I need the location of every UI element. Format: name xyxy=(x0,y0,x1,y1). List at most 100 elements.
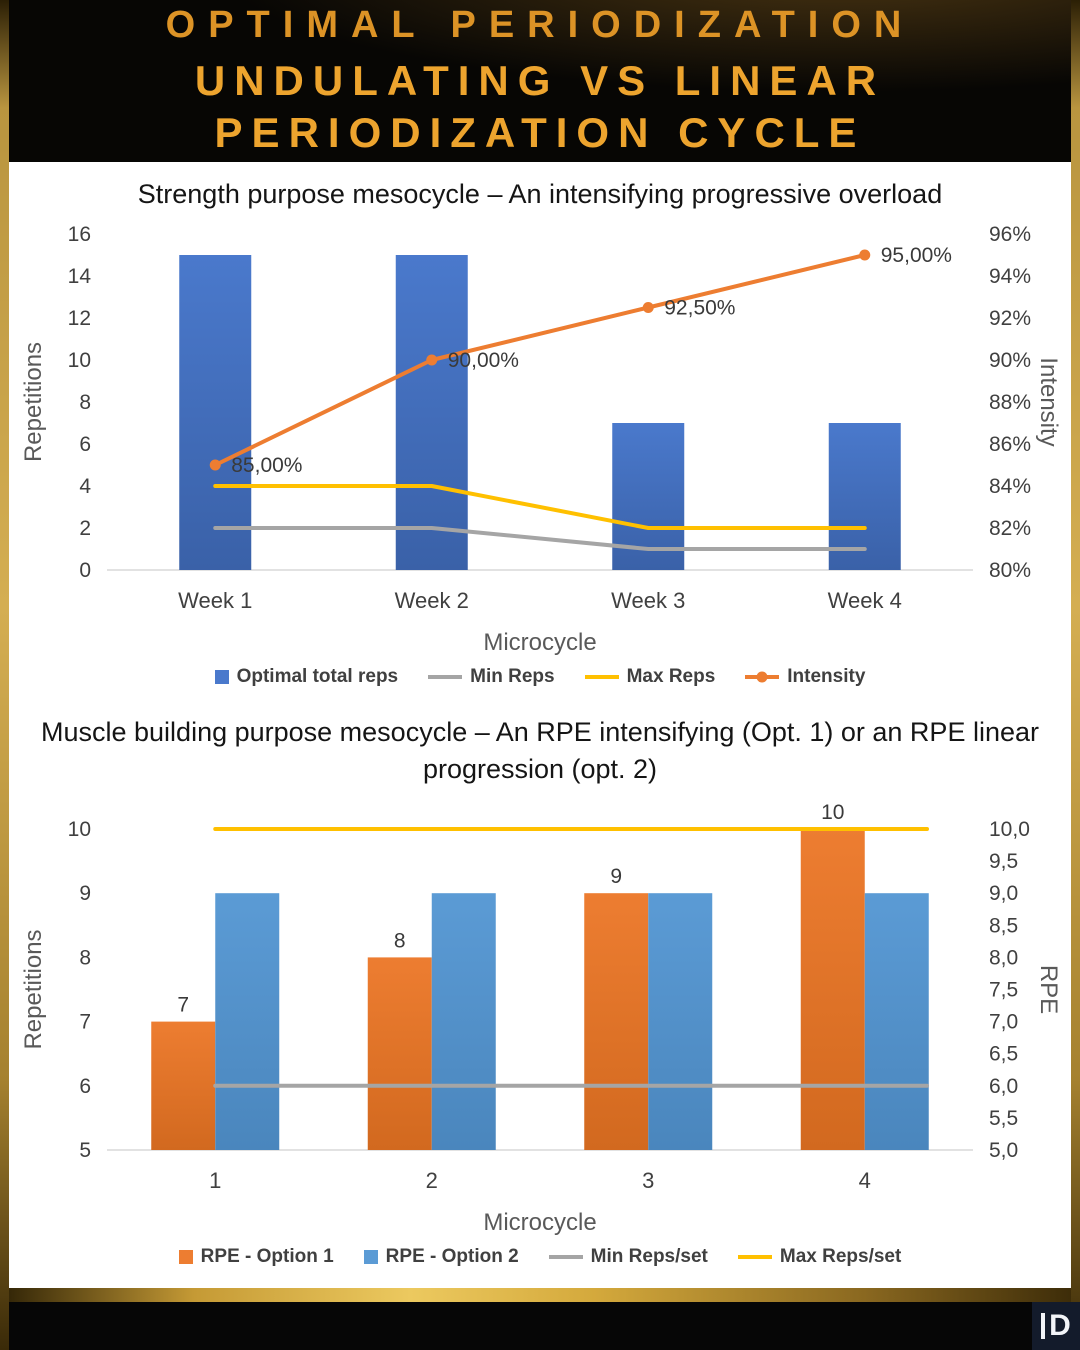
y-tick-right: 80% xyxy=(989,559,1031,582)
bar-data-label: 8 xyxy=(394,930,406,953)
bar xyxy=(431,893,496,1151)
line-marker xyxy=(642,302,654,314)
y-tick-right: 6,5 xyxy=(989,1043,1018,1066)
legend-label: Intensity xyxy=(787,666,866,688)
muscle-chart-section: Muscle building purpose mesocycle – An R… xyxy=(0,692,1080,1272)
y-tick-left: 10 xyxy=(68,349,91,372)
x-category-label: 4 xyxy=(859,1168,871,1193)
x-category-label: Week 4 xyxy=(828,588,902,613)
legend-marker-dot-icon xyxy=(756,671,768,683)
y-tick-right: 9,5 xyxy=(989,850,1018,873)
y-tick-left: 6 xyxy=(79,433,91,456)
bar xyxy=(215,893,280,1151)
legend-line-icon xyxy=(548,1255,583,1260)
page-subtitle: UNDULATING VS LINEAR PERIODIZATION CYCLE xyxy=(194,57,886,156)
y-tick-right: 88% xyxy=(989,391,1031,414)
legend-line-icon xyxy=(737,1255,772,1260)
legend-label: Max Reps xyxy=(626,666,716,688)
bar-data-label: 7 xyxy=(177,994,189,1017)
y-tick-right: 90% xyxy=(989,349,1031,372)
y-tick-right: 96% xyxy=(989,223,1031,246)
line-series xyxy=(213,253,867,468)
legend-item: Min Reps xyxy=(428,666,555,688)
y-tick-left: 2 xyxy=(79,517,91,540)
y-tick-left: 9 xyxy=(79,883,91,906)
y-tick-left: 0 xyxy=(79,559,91,582)
legend-swatch-icon xyxy=(178,1250,193,1265)
left-gold-border xyxy=(0,0,9,1350)
y-tick-left: 5 xyxy=(79,1139,91,1162)
y-tick-right: 92% xyxy=(989,307,1031,330)
y-tick-right: 82% xyxy=(989,517,1031,540)
x-axis-title: Microcycle xyxy=(483,1209,596,1236)
logo-bar-icon xyxy=(1041,1313,1046,1339)
line-marker xyxy=(426,354,438,366)
bar xyxy=(179,255,252,571)
x-category-label: 1 xyxy=(209,1168,221,1193)
legend-label: Max Reps/set xyxy=(779,1246,902,1268)
y-tick-right: 10,0 xyxy=(989,818,1030,841)
y-tick-left: 8 xyxy=(79,947,91,970)
y-tick-left: 10 xyxy=(68,818,91,841)
legend-line-icon xyxy=(584,675,619,680)
y-tick-right: 7,5 xyxy=(989,979,1018,1002)
y-tick-left: 7 xyxy=(79,1011,91,1034)
legend-item: RPE - Option 2 xyxy=(363,1246,519,1268)
y-tick-right: 9,0 xyxy=(989,883,1018,906)
legend-item: RPE - Option 1 xyxy=(178,1246,334,1268)
bar xyxy=(864,893,929,1151)
y-axis-title-right: RPE xyxy=(1035,965,1062,1014)
y-tick-right: 86% xyxy=(989,433,1031,456)
point-data-label: 92,50% xyxy=(664,297,735,320)
line-series xyxy=(213,484,867,531)
bar xyxy=(828,423,901,571)
legend-label: Min Reps/set xyxy=(590,1246,708,1268)
legend-label: Min Reps xyxy=(470,666,555,688)
line-series xyxy=(213,526,867,552)
bar xyxy=(367,957,432,1151)
y-tick-left: 16 xyxy=(68,223,91,246)
legend-item: Max Reps xyxy=(584,666,716,688)
y-tick-right: 94% xyxy=(989,265,1031,288)
legend-label: Optimal total reps xyxy=(236,666,399,688)
legend-label: RPE - Option 2 xyxy=(385,1246,519,1268)
x-category-label: Week 2 xyxy=(395,588,469,613)
y-tick-left: 14 xyxy=(68,265,92,288)
y-tick-left: 12 xyxy=(68,307,91,330)
y-axis-title-left: Repetitions xyxy=(20,342,47,462)
y-tick-right: 6,0 xyxy=(989,1075,1018,1098)
strength-chart-legend: Optimal total reps Min Reps Max Reps Intens… xyxy=(0,662,1080,692)
legend-item: Intensity xyxy=(745,666,865,688)
legend-line-icon xyxy=(428,675,463,680)
y-tick-left: 6 xyxy=(79,1075,91,1098)
legend-label: RPE - Option 1 xyxy=(200,1246,334,1268)
y-tick-left: 8 xyxy=(79,391,91,414)
right-gold-border xyxy=(1071,0,1080,1350)
y-tick-right: 5,5 xyxy=(989,1107,1018,1130)
muscle-chart-title: Muscle building purpose mesocycle – An R… xyxy=(41,717,1039,784)
muscle-chart-legend: RPE - Option 1 RPE - Option 2 Min Reps/set… xyxy=(0,1242,1080,1272)
legend-swatch-icon xyxy=(363,1250,378,1265)
y-tick-left: 4 xyxy=(79,475,91,498)
gold-divider xyxy=(0,1288,1080,1302)
muscle-chart: 5 6 7 8 9 10 5,0 5,5 6,0 6,5 7,0 7,5 8,0 8,5 9,0 9,5 10,… xyxy=(20,801,1062,1236)
line-marker xyxy=(209,459,221,471)
x-category-label: Week 1 xyxy=(178,588,252,613)
footer-strip: D xyxy=(0,1302,1080,1350)
bar xyxy=(151,1021,216,1151)
y-tick-right: 7,0 xyxy=(989,1011,1018,1034)
bar-data-label: 10 xyxy=(821,801,844,824)
y-axis-title-right: Intensity xyxy=(1035,358,1062,447)
page-title: OPTIMAL PERIODIZATION xyxy=(165,4,915,47)
x-category-label: 2 xyxy=(426,1168,438,1193)
bar xyxy=(800,829,865,1151)
y-tick-right: 84% xyxy=(989,475,1031,498)
x-axis-title: Microcycle xyxy=(483,629,596,656)
point-data-label: 95,00% xyxy=(881,244,952,267)
strength-chart-title: Strength purpose mesocycle – An intensif… xyxy=(137,179,943,209)
x-category-label: 3 xyxy=(642,1168,654,1193)
strength-chart: 0 2 4 6 8 10 12 14 16 80% 82% 84% 86% 88% 90% 92% 94% 96%… xyxy=(20,223,1062,656)
brand-logo: D xyxy=(1032,1302,1080,1350)
header: OPTIMAL PERIODIZATION UNDULATING VS LINE… xyxy=(0,0,1080,162)
logo-letter: D xyxy=(1049,1309,1071,1342)
